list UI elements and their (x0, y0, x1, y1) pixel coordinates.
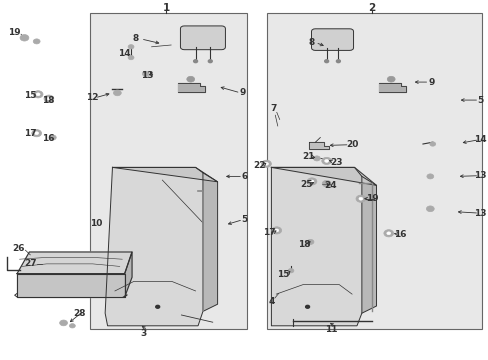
Circle shape (306, 178, 316, 185)
Text: 17: 17 (24, 130, 37, 139)
Circle shape (193, 60, 197, 63)
Text: 1: 1 (163, 3, 169, 13)
Polygon shape (124, 252, 132, 297)
Circle shape (358, 197, 362, 200)
Circle shape (305, 305, 309, 308)
Bar (266, 13, 481, 329)
Text: 8: 8 (133, 35, 139, 44)
Polygon shape (17, 274, 124, 297)
Circle shape (271, 227, 281, 234)
Text: 18: 18 (41, 96, 54, 105)
Text: 13: 13 (141, 71, 154, 80)
Circle shape (33, 91, 43, 98)
Polygon shape (361, 176, 376, 313)
Text: 16: 16 (41, 134, 54, 143)
Circle shape (287, 269, 293, 273)
Text: 21: 21 (301, 152, 314, 161)
Text: 9: 9 (239, 89, 246, 98)
Text: 8: 8 (308, 38, 314, 47)
Circle shape (306, 239, 313, 244)
Text: 19: 19 (8, 28, 21, 37)
Circle shape (321, 157, 331, 165)
Text: 16: 16 (393, 230, 406, 239)
Circle shape (274, 229, 278, 232)
Text: 13: 13 (473, 209, 486, 217)
Text: 28: 28 (73, 309, 85, 318)
Circle shape (386, 76, 394, 82)
Circle shape (324, 159, 328, 162)
Text: 12: 12 (85, 94, 98, 103)
Text: 15: 15 (277, 270, 289, 279)
Circle shape (142, 71, 149, 76)
Circle shape (20, 35, 29, 41)
Circle shape (426, 206, 433, 212)
Text: 23: 23 (329, 158, 342, 166)
Circle shape (309, 180, 313, 183)
Text: 17: 17 (262, 229, 275, 238)
Text: 13: 13 (473, 171, 486, 180)
Text: 14: 14 (473, 135, 486, 144)
Circle shape (429, 142, 435, 146)
Text: 20: 20 (345, 140, 358, 149)
Text: 5: 5 (477, 96, 483, 105)
Circle shape (44, 95, 54, 102)
Circle shape (36, 93, 40, 96)
Circle shape (355, 195, 365, 202)
Text: 7: 7 (270, 104, 277, 113)
Polygon shape (271, 167, 376, 185)
Circle shape (313, 156, 320, 161)
Circle shape (60, 320, 67, 326)
Text: 2: 2 (367, 3, 374, 13)
Polygon shape (112, 167, 217, 182)
Circle shape (336, 60, 340, 63)
Circle shape (35, 132, 39, 135)
Polygon shape (378, 83, 405, 92)
Text: 19: 19 (366, 194, 378, 203)
Polygon shape (17, 252, 132, 274)
Circle shape (208, 60, 212, 63)
Text: 15: 15 (24, 91, 37, 100)
Circle shape (47, 97, 51, 100)
Polygon shape (308, 142, 328, 149)
Text: 6: 6 (241, 172, 247, 181)
Circle shape (322, 180, 330, 187)
Circle shape (128, 45, 134, 49)
Circle shape (261, 160, 271, 167)
Text: 25: 25 (299, 180, 312, 189)
Text: 9: 9 (427, 78, 434, 87)
Circle shape (49, 135, 56, 140)
Circle shape (32, 130, 41, 137)
Circle shape (69, 324, 75, 328)
Text: 24: 24 (324, 181, 336, 190)
Text: 27: 27 (24, 259, 37, 268)
Circle shape (264, 162, 268, 165)
Circle shape (386, 232, 390, 235)
Text: 5: 5 (241, 215, 247, 224)
Bar (90, 13, 246, 329)
Circle shape (426, 174, 433, 179)
Text: 18: 18 (297, 240, 310, 248)
Circle shape (186, 76, 194, 82)
Text: 11: 11 (324, 325, 337, 333)
Text: 26: 26 (12, 244, 25, 253)
Text: 3: 3 (140, 328, 146, 338)
Circle shape (113, 90, 121, 96)
FancyBboxPatch shape (180, 26, 225, 50)
Text: 10: 10 (89, 219, 102, 228)
Text: 4: 4 (268, 297, 275, 306)
Text: 14: 14 (118, 49, 131, 58)
Text: 22: 22 (252, 161, 265, 170)
Polygon shape (203, 173, 217, 311)
Polygon shape (271, 167, 361, 326)
Circle shape (383, 230, 393, 237)
Circle shape (128, 55, 134, 60)
Circle shape (324, 60, 328, 63)
Polygon shape (178, 83, 205, 92)
Polygon shape (105, 167, 203, 326)
FancyBboxPatch shape (311, 29, 353, 50)
Circle shape (155, 305, 159, 308)
Circle shape (33, 39, 40, 44)
